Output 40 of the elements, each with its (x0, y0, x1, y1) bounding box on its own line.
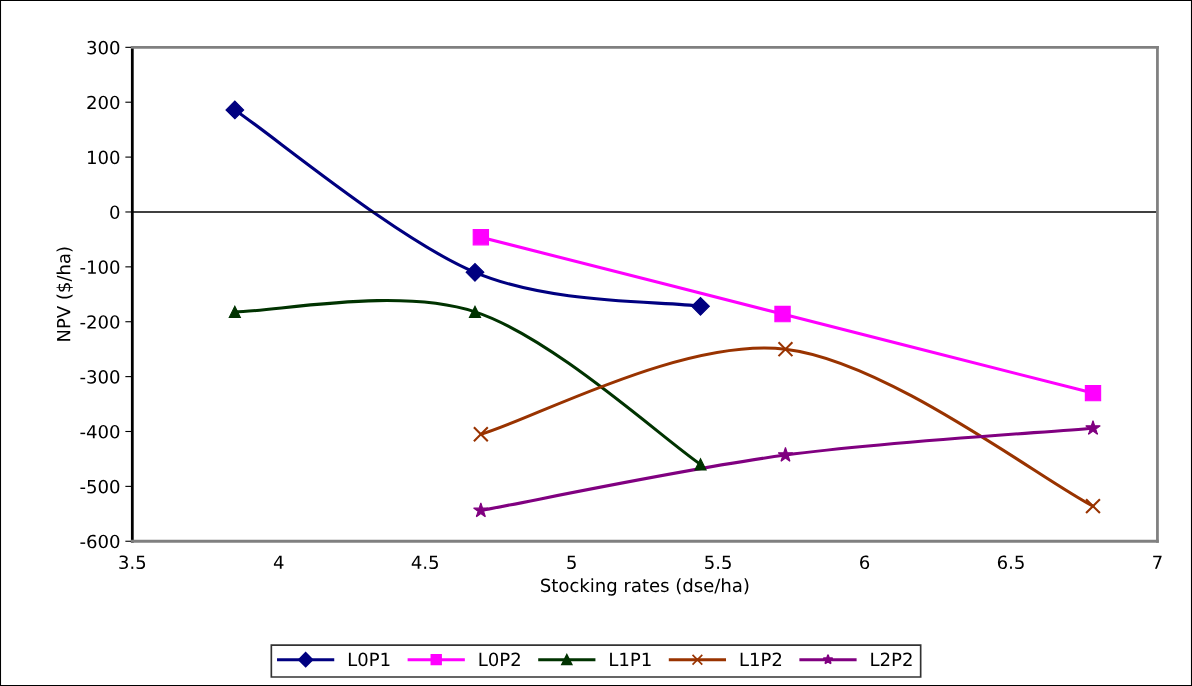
legend-label: L1P2 (740, 652, 782, 666)
point (1085, 498, 1101, 515)
y-tick-label: 0 (110, 205, 120, 220)
y-tick-label: 200 (87, 95, 120, 110)
x-tick-label: 4.5 (411, 555, 438, 570)
point (777, 341, 794, 358)
x-tick-label: 7 (1153, 555, 1162, 569)
y-tick-label: -600 (80, 534, 120, 549)
legend-label: L0P1 (348, 652, 390, 667)
y-tick-label: 100 (88, 150, 120, 165)
x-tick-label: 5 (567, 555, 576, 570)
legend-label: L2P2 (871, 652, 912, 666)
point (465, 262, 485, 282)
y-tick-label: -400 (80, 424, 120, 439)
x-tick-label: 6.5 (997, 555, 1024, 570)
point (228, 305, 241, 318)
x-tick-label: 4 (273, 555, 284, 569)
point (691, 296, 710, 316)
y-axis-title: NPV ($/ha) (56, 247, 73, 341)
y-tick-label: -500 (80, 479, 120, 494)
x-tick-label: 5.5 (705, 555, 731, 570)
y-tick-label: -100 (80, 260, 120, 274)
legend-label: L1P1 (610, 652, 651, 666)
point (472, 426, 489, 443)
point (472, 229, 490, 246)
legend-label: L0P2 (479, 652, 520, 667)
point (468, 305, 482, 318)
y-tick-label: 300 (87, 40, 120, 55)
point (774, 305, 791, 323)
point (694, 458, 707, 471)
y-tick-label: -200 (80, 315, 120, 329)
point (777, 446, 794, 462)
x-tick-label: 6 (860, 555, 870, 570)
x-axis-title: Stocking rates (dse/ha) (541, 578, 749, 596)
point (225, 100, 245, 120)
point (473, 502, 489, 518)
point (1084, 384, 1102, 402)
y-tick-label: -300 (80, 370, 120, 384)
x-tick-label: 3.5 (119, 555, 146, 570)
point (1085, 420, 1101, 435)
